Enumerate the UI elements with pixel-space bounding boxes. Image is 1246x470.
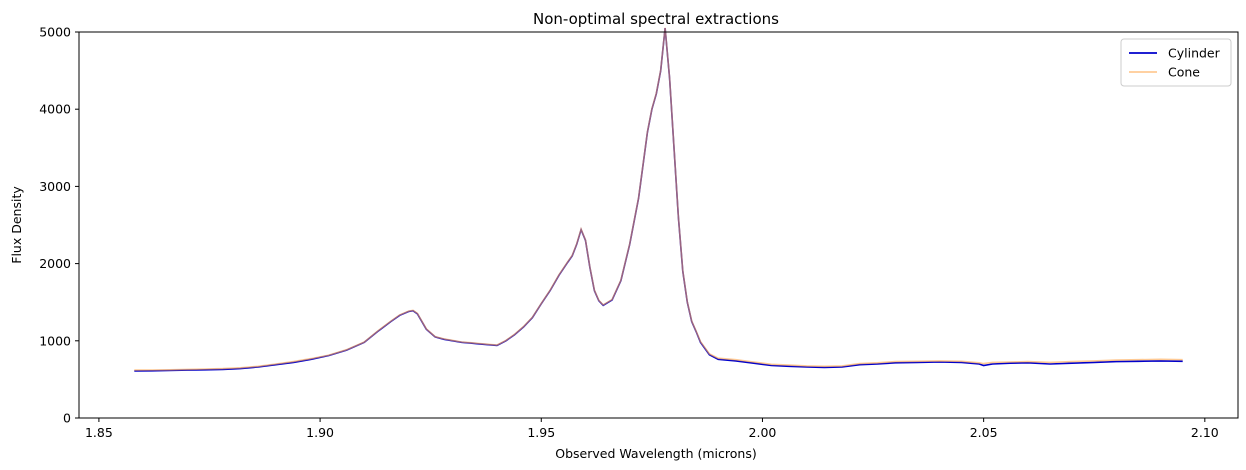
chart-title: Non-optimal spectral extractions [533, 10, 779, 28]
y-axis-title: Flux Density [9, 186, 24, 264]
y-tick-label: 3000 [39, 179, 71, 194]
x-tick-label: 1.90 [306, 425, 334, 440]
y-tick-label: 0 [63, 411, 71, 426]
x-axis-title: Observed Wavelength (microns) [555, 446, 756, 461]
x-tick-label: 1.85 [85, 425, 113, 440]
series-layer [134, 27, 1183, 372]
legend-label-cylinder: Cylinder [1168, 46, 1221, 61]
legend: Cylinder Cone [1120, 38, 1232, 87]
legend-label-cone: Cone [1168, 65, 1200, 80]
x-tick-label: 2.00 [749, 425, 777, 440]
legend-box [1120, 38, 1232, 87]
y-tick-label: 2000 [39, 256, 71, 271]
y-tick-label: 1000 [39, 333, 71, 348]
y-tick-label: 5000 [39, 25, 71, 40]
plot-frame [78, 31, 1239, 419]
x-tick-label: 1.95 [527, 425, 555, 440]
x-tick-label: 2.10 [1191, 425, 1219, 440]
series-line-cone [134, 27, 1183, 371]
x-tick-label: 2.05 [970, 425, 998, 440]
ticks-layer: 1.85 1.90 1.95 2.00 2.05 2.10 0 1000 2000 3000 400… [39, 25, 1219, 441]
y-tick-label: 4000 [39, 102, 71, 117]
